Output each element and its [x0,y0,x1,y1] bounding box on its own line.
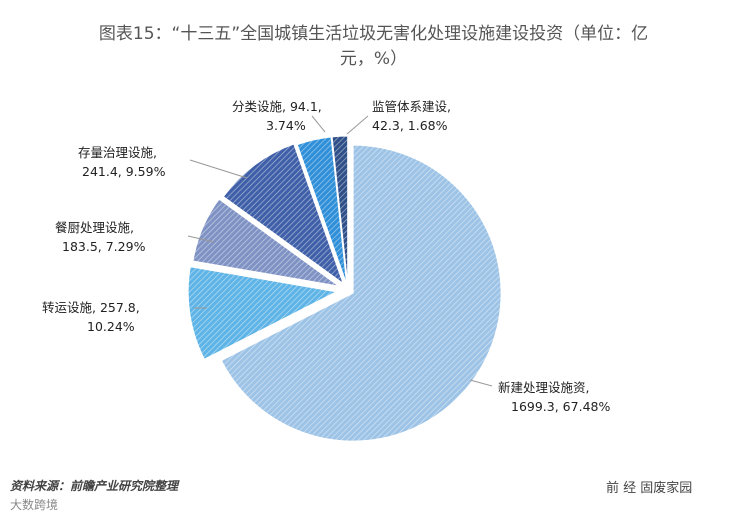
chart-title-line2: 元，%） [339,49,408,69]
source-note: 资料来源：前瞻产业研究院整理 [10,479,179,493]
slice-sorting-hatch [297,136,347,285]
leader-sorting [311,115,326,133]
data-label-new-facilities: 新建处理设施资, 1699.3, 67.48% [498,380,610,414]
data-label-kitchen: 餐厨处理设施, 183.5, 7.29% [55,220,146,254]
data-label-supervision: 监管体系建设, 42.3, 1.68% [372,99,455,133]
slice-kitchen-hatch [192,199,339,287]
leader-kitchen [187,235,215,243]
pie-slices [187,135,502,442]
leader-lines [187,115,493,387]
watermark-right: 前 经 固废家园 [606,481,693,496]
slice-transfer-hatch [188,266,337,360]
leader-supervision [346,115,369,135]
chart-title: 图表15：“十三五”全国城镇生活垃圾无害化处理设施建设投资（单位：亿 元，%） [20,22,727,72]
watermark-left: 大数跨境 [10,498,59,512]
data-label-sorting: 分类设施, 94.1, 3.74% [232,99,326,133]
leader-new-facilities [469,379,493,387]
chart-title-line1: 图表15：“十三五”全国城镇生活垃圾无害化处理设施建设投资（单位：亿 [98,24,649,44]
data-label-transfer: 转运设施, 257.8, 10.24% [42,300,144,334]
slice-stock-treatment-hatch [223,144,344,284]
leader-stock-treatment [189,159,248,179]
data-label-stock-treatment: 存量治理设施, 241.4, 9.59% [78,145,166,179]
slice-supervision-hatch [332,136,348,285]
slice-new-facilities-hatch [221,145,502,442]
